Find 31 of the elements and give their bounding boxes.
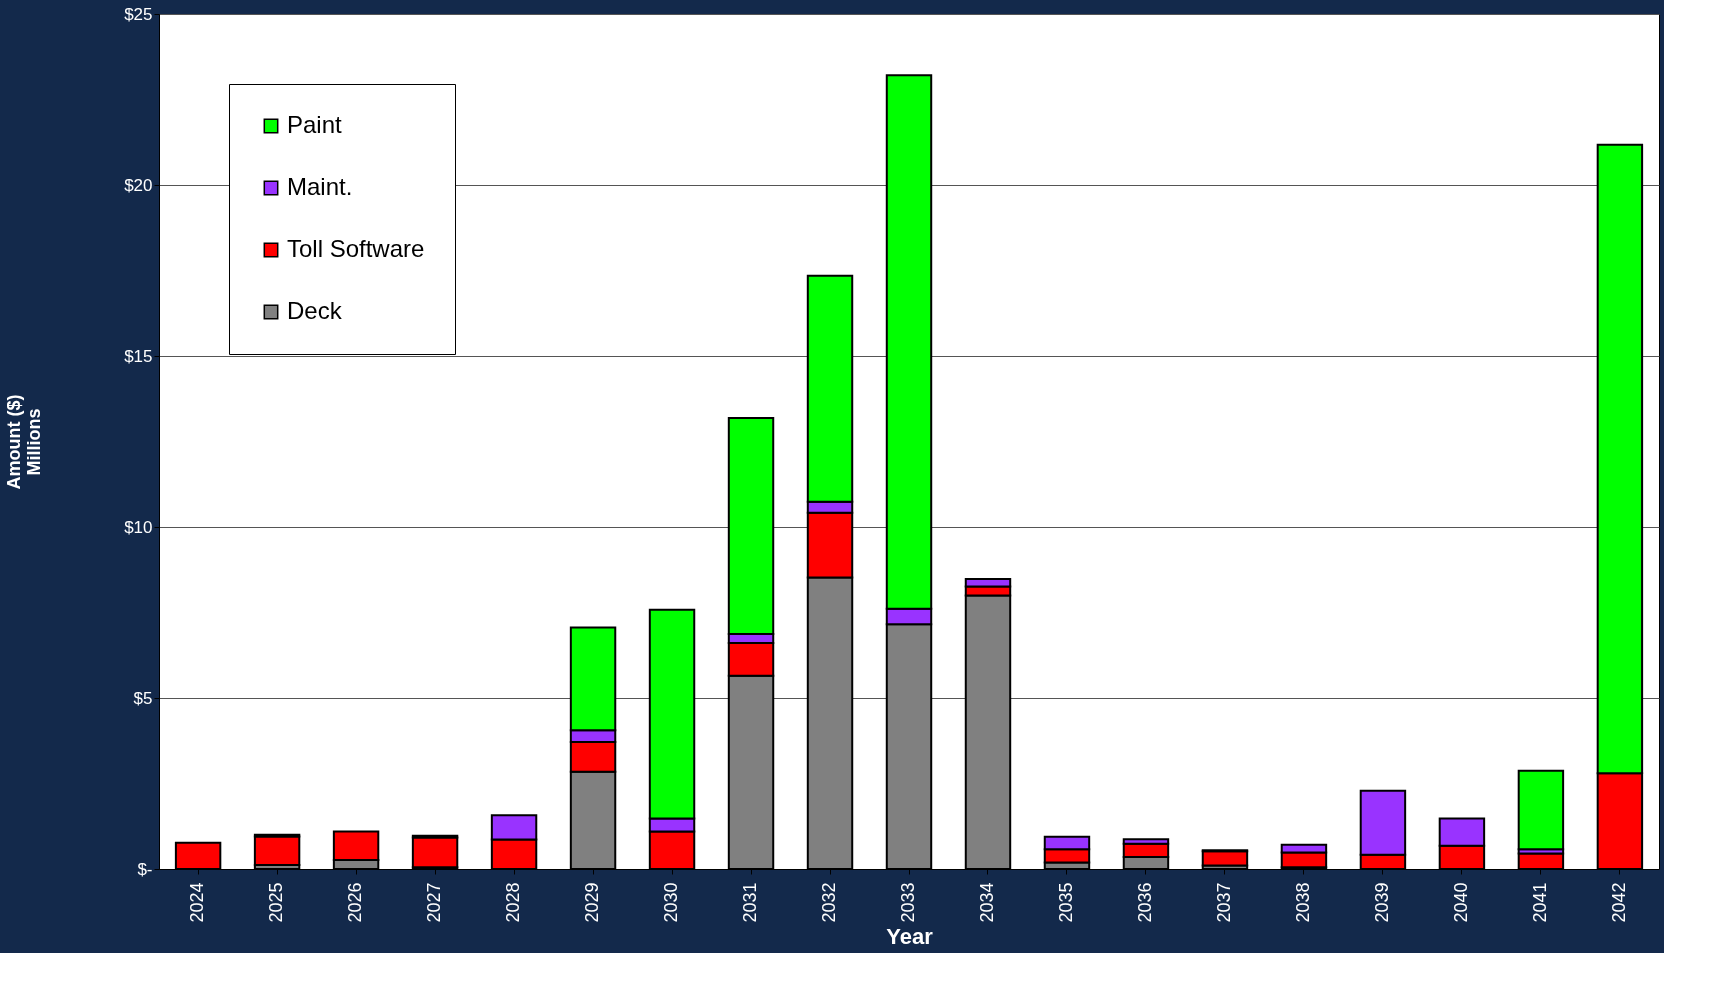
x-tick-label: 2028 (503, 882, 524, 923)
legend-label: Toll Software (287, 235, 425, 262)
x-tick-label: 2037 (1213, 882, 1234, 923)
x-tick-label: 2030 (661, 882, 682, 923)
x-tick-label: 2033 (898, 882, 918, 923)
y-tick-label: $- (137, 859, 153, 879)
x-tick-label: 2029 (582, 882, 603, 923)
x-tick-label: 2026 (345, 882, 366, 923)
x-tick-label: 2027 (424, 882, 445, 923)
y-tick-label: $5 (133, 688, 153, 708)
x-axis-title: Year (886, 923, 934, 949)
y-tick-label: $15 (124, 346, 153, 366)
x-tick-label: 2040 (1450, 882, 1471, 923)
x-tick-label: 2041 (1529, 882, 1550, 923)
x-tick-label: 2038 (1292, 882, 1313, 923)
legend-label: Maint. (287, 173, 353, 200)
x-tick-label: 2039 (1371, 882, 1392, 923)
x-tick-label: 2032 (819, 882, 840, 923)
x-tick-label: 2025 (266, 882, 287, 923)
x-tick-label: 2031 (740, 882, 761, 923)
x-tick-label: 2024 (187, 882, 208, 923)
y-tick-label: $10 (124, 517, 153, 537)
x-tick-label: 2034 (976, 882, 997, 923)
x-tick-label: 2036 (1134, 882, 1155, 923)
x-tick-label: 2042 (1608, 882, 1629, 923)
y-tick-label: $20 (124, 175, 153, 195)
y-axis-title: Amount ($) Millions (4, 394, 45, 490)
y-tick-label: $25 (124, 4, 153, 24)
legend-label: Paint (287, 111, 343, 138)
legend-label: Deck (287, 297, 343, 324)
x-tick-label: 2035 (1055, 882, 1076, 923)
